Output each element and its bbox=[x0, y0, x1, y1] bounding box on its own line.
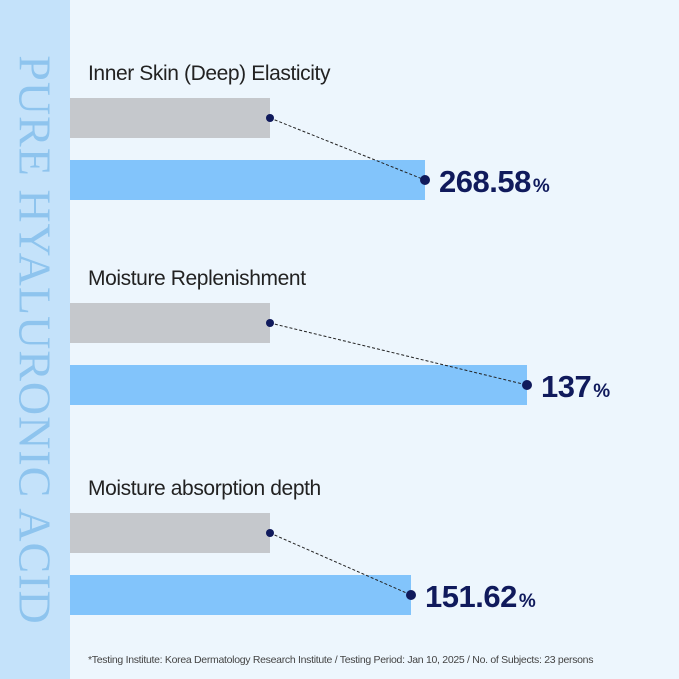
baseline-bar bbox=[70, 98, 270, 138]
end-dot bbox=[522, 380, 532, 390]
connector-line bbox=[269, 322, 528, 386]
side-strip: PURE HYALURONIC ACID bbox=[0, 0, 70, 679]
start-dot bbox=[266, 529, 274, 537]
category-title: Inner Skin (Deep) Elasticity bbox=[88, 62, 331, 85]
result-bar bbox=[70, 160, 425, 200]
value-unit: % bbox=[593, 381, 610, 402]
start-dot bbox=[266, 114, 274, 122]
value-label: 137% bbox=[541, 369, 610, 404]
category-title: Moisture Replenishment bbox=[88, 267, 306, 290]
connector-line bbox=[269, 117, 426, 181]
baseline-bar bbox=[70, 303, 270, 343]
result-bar bbox=[70, 365, 527, 405]
value-label: 151.62% bbox=[425, 579, 536, 614]
result-bar bbox=[70, 575, 411, 615]
value-unit: % bbox=[533, 176, 550, 197]
value-label: 268.58% bbox=[439, 164, 550, 199]
baseline-bar bbox=[70, 513, 270, 553]
value-number: 268.58 bbox=[439, 164, 531, 199]
start-dot bbox=[266, 319, 274, 327]
value-number: 137 bbox=[541, 369, 591, 404]
end-dot bbox=[406, 590, 416, 600]
footnote: *Testing Institute: Korea Dermatology Re… bbox=[88, 654, 594, 666]
value-number: 151.62 bbox=[425, 579, 517, 614]
category-title: Moisture absorption depth bbox=[88, 477, 321, 500]
value-unit: % bbox=[519, 591, 536, 612]
end-dot bbox=[420, 175, 430, 185]
connector-line bbox=[269, 532, 412, 596]
